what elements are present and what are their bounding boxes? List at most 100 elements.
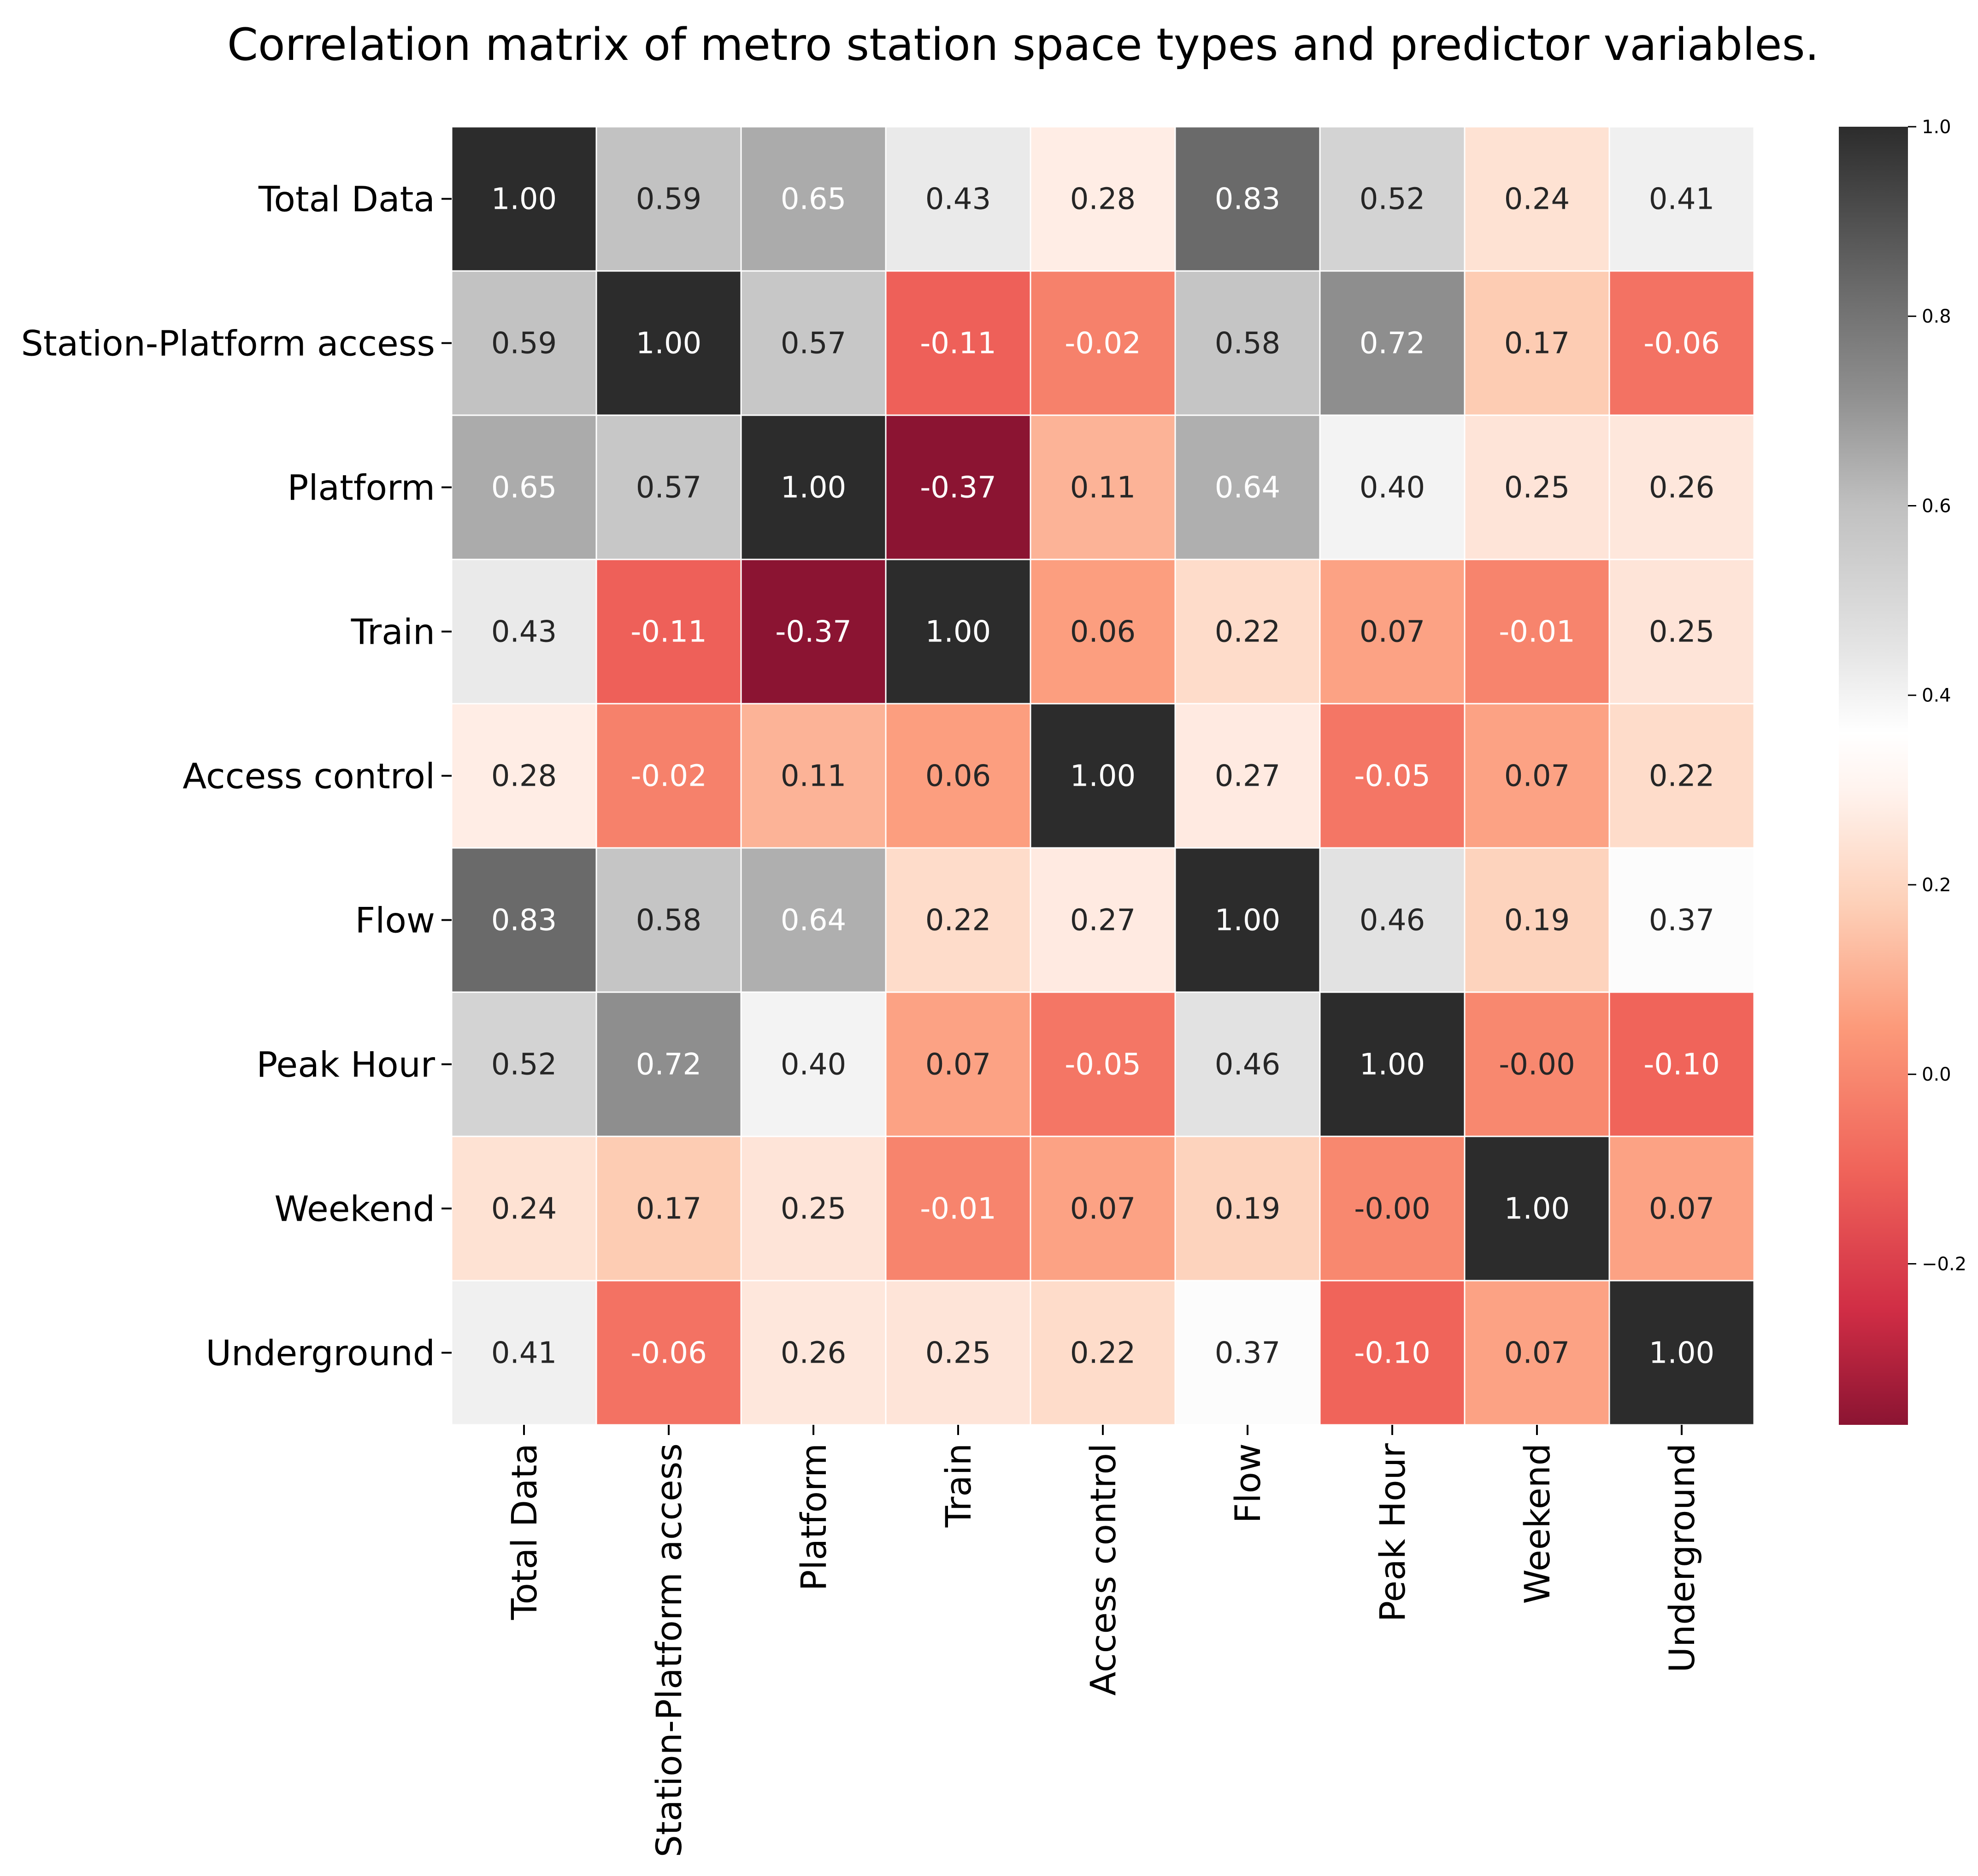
cell-value-label: 0.46 <box>1215 1048 1281 1082</box>
cell-value-label: 0.72 <box>636 1048 702 1082</box>
cell-value-label: 0.11 <box>1070 471 1136 505</box>
cell-value-label: 0.72 <box>1360 327 1425 361</box>
heatmap-cell-peak-hour-x-platform <box>740 991 887 1137</box>
heatmap-cell-weekend-x-platform <box>740 1135 887 1282</box>
row-labels: Total Data Station-Platform access Platfor… <box>21 179 452 1374</box>
heatmap-cell-access-control-x-train <box>885 703 1031 849</box>
cell-value-label: 1.00 <box>1649 1336 1715 1370</box>
heatmap-cell-flow-x-underground <box>1608 847 1755 993</box>
cell-value-label: 0.22 <box>1649 759 1715 794</box>
heatmap-cell-station-platform-access-x-underground <box>1608 270 1755 416</box>
heatmap-cell-train-x-station-platform-access <box>595 559 742 705</box>
cell-value-label: -0.10 <box>1354 1336 1431 1370</box>
cell-value-label: 0.65 <box>781 182 847 217</box>
cell-value-label: 0.64 <box>781 904 847 938</box>
cell-value-label: 0.24 <box>1504 182 1570 217</box>
heatmap-cell-platform-x-train <box>885 414 1031 560</box>
cell-value-label: -0.05 <box>1354 759 1431 794</box>
row-label-train: Train <box>351 612 435 653</box>
heatmap-cell-labels: 1.00 0.59 0.65 0.43 0.28 0.83 0.52 0.24 0.41 0.59… <box>491 182 1720 1370</box>
cell-value-label: 0.64 <box>1215 471 1281 505</box>
cell-value-label: 0.65 <box>491 471 557 505</box>
colorbar-tick-label: 0.4 <box>1922 685 1951 706</box>
cell-value-label: 0.46 <box>1360 904 1425 938</box>
cell-value-label: 0.41 <box>1649 182 1715 217</box>
row-label-peak-hour: Peak Hour <box>256 1044 435 1085</box>
cell-value-label: 0.58 <box>1215 327 1281 361</box>
cell-value-label: 0.59 <box>491 327 557 361</box>
cell-value-label: 0.17 <box>1504 327 1570 361</box>
cell-value-label: 0.17 <box>636 1192 702 1226</box>
cell-value-label: 0.83 <box>491 904 557 938</box>
cell-value-label: -0.11 <box>920 327 996 361</box>
heatmap-cell-train-x-total-data <box>451 559 597 705</box>
cell-value-label: 0.25 <box>1649 615 1715 649</box>
heatmap-cell-flow-x-flow <box>1174 847 1321 993</box>
row-label-flow: Flow <box>355 900 436 941</box>
heatmap-cell-weekend-x-flow <box>1174 1135 1321 1282</box>
cell-value-label: 0.06 <box>925 759 991 794</box>
cell-value-label: 0.07 <box>1070 1192 1136 1226</box>
heatmap-cell-underground-x-flow <box>1174 1280 1321 1426</box>
heatmap-cell-station-platform-access-x-total-data <box>451 270 597 416</box>
cell-value-label: 0.40 <box>781 1048 847 1082</box>
cell-value-label: 0.37 <box>1649 904 1715 938</box>
cell-value-label: 0.19 <box>1504 904 1570 938</box>
column-label-platform: Platform <box>793 1443 834 1591</box>
heatmap-cell-flow-x-station-platform-access <box>595 847 742 993</box>
heatmap-cell-access-control-x-station-platform-access <box>595 703 742 849</box>
heatmap-cell-underground-x-total-data <box>451 1280 597 1426</box>
heatmap-cell-flow-x-total-data <box>451 847 597 993</box>
heatmap-cell-underground-x-train <box>885 1280 1031 1426</box>
heatmap-cell-station-platform-access-x-weekend <box>1464 270 1610 416</box>
cell-value-label: 1.00 <box>636 327 702 361</box>
heatmap-cell-platform-x-station-platform-access <box>595 414 742 560</box>
heatmap-cell-total-data-x-platform <box>740 126 887 272</box>
colorbar: −0.2 0.0 0.2 0.4 0.6 0.8 1.0 <box>1839 117 1966 1425</box>
cell-value-label: 0.28 <box>491 759 557 794</box>
chart-title: Correlation matrix of metro station spac… <box>227 19 1819 71</box>
cell-value-label: 1.00 <box>491 182 557 217</box>
heatmap-cell-weekend-x-total-data <box>451 1135 597 1282</box>
colorbar-tick-label: 0.8 <box>1922 306 1951 327</box>
heatmap-cell-total-data-x-total-data <box>451 126 597 272</box>
heatmap-cell-access-control-x-peak-hour <box>1319 703 1466 849</box>
cell-value-label: 0.58 <box>636 904 702 938</box>
cell-value-label: 0.37 <box>1215 1336 1281 1370</box>
cell-value-label: -0.00 <box>1499 1048 1575 1082</box>
cell-value-label: 0.07 <box>1360 615 1425 649</box>
heatmap-cell-total-data-x-station-platform-access <box>595 126 742 272</box>
colorbar-gradient <box>1839 127 1908 1425</box>
heatmap-cell-underground-x-underground <box>1608 1280 1755 1426</box>
row-label-weekend: Weekend <box>274 1188 435 1229</box>
cell-value-label: 0.43 <box>491 615 557 649</box>
column-label-total-data: Total Data <box>504 1443 545 1620</box>
heatmap-cell-train-x-train <box>885 559 1031 705</box>
heatmap-cell-flow-x-weekend <box>1464 847 1610 993</box>
heatmap-cell-station-platform-access-x-flow <box>1174 270 1321 416</box>
cell-value-label: -0.02 <box>1065 327 1141 361</box>
column-labels: Total Data Station-Platform access Platfor… <box>504 1425 1702 1857</box>
heatmap-cell-flow-x-platform <box>740 847 887 993</box>
cell-value-label: 1.00 <box>1360 1048 1425 1082</box>
cell-value-label: 0.52 <box>1360 182 1425 217</box>
heatmap-cell-underground-x-station-platform-access <box>595 1280 742 1426</box>
cell-value-label: 1.00 <box>781 471 847 505</box>
heatmap-cell-total-data-x-train <box>885 126 1031 272</box>
cell-value-label: 0.57 <box>781 327 847 361</box>
column-label-weekend: Weekend <box>1517 1443 1558 1604</box>
heatmap-cell-peak-hour-x-weekend <box>1464 991 1610 1137</box>
cell-value-label: 0.25 <box>925 1336 991 1370</box>
heatmap-cell-peak-hour-x-peak-hour <box>1319 991 1466 1137</box>
cell-value-label: -0.10 <box>1643 1048 1720 1082</box>
cell-value-label: 0.07 <box>925 1048 991 1082</box>
heatmap-cell-platform-x-platform <box>740 414 887 560</box>
column-label-flow: Flow <box>1227 1443 1268 1523</box>
cell-value-label: 0.27 <box>1070 904 1136 938</box>
column-label-access-control: Access control <box>1083 1443 1124 1696</box>
heatmap-cell-platform-x-underground <box>1608 414 1755 560</box>
row-label-access-control: Access control <box>182 756 435 797</box>
heatmap-cell-weekend-x-peak-hour <box>1319 1135 1466 1282</box>
heatmap-cell-weekend-x-access-control <box>1030 1135 1176 1282</box>
cell-value-label: 0.07 <box>1504 759 1570 794</box>
